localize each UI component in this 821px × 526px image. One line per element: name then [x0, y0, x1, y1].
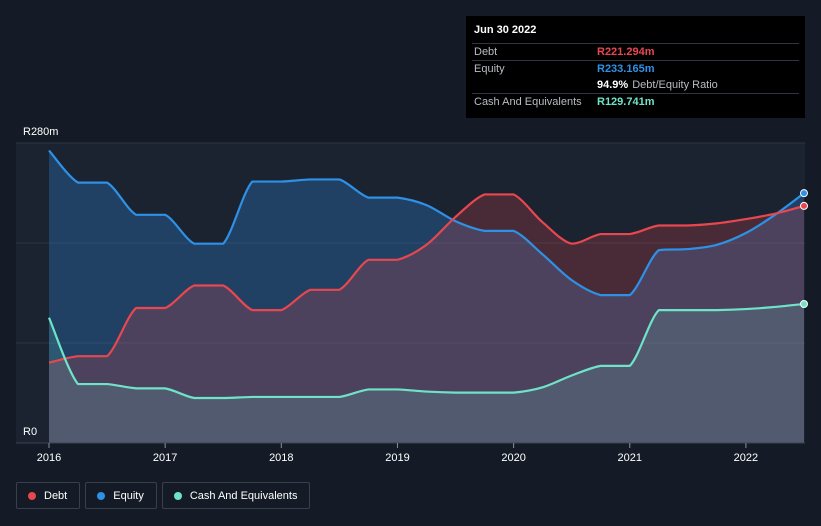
legend-dot-icon [28, 491, 36, 500]
x-tick-label: 2017 [153, 452, 177, 464]
legend-dot-icon [173, 491, 182, 500]
tooltip-date: Jun 30 2022 [474, 24, 537, 36]
x-tick-label: 2022 [734, 452, 758, 464]
line-equity [48, 149, 805, 297]
tooltip-value: R233.165m [597, 63, 655, 75]
tooltip-label: Debt [474, 46, 498, 58]
legend-item-debt[interactable]: Debt [16, 482, 81, 509]
x-tick-label: 2021 [618, 452, 642, 464]
series-areas [49, 150, 804, 443]
line-cash-and-equivalents [47, 302, 805, 400]
x-tick-label: 2018 [269, 452, 293, 464]
end-dot-equity [800, 189, 808, 198]
legend-item-equity[interactable]: Equity [85, 482, 157, 509]
tooltip-row-debt: Debt R221.294m [472, 43, 799, 60]
x-tick-label: 2016 [37, 452, 61, 464]
series-end-dots [800, 189, 808, 308]
tooltip-row-ratio: 94.9% Debt/Equity Ratio [472, 77, 799, 93]
area-equity [49, 150, 804, 443]
area-debt [49, 194, 804, 443]
tooltip-label: Cash And Equivalents [474, 96, 582, 108]
legend: Debt Equity Cash And Equivalents [16, 482, 311, 509]
plot-background [16, 143, 805, 443]
series-lines [47, 149, 805, 400]
tooltip-label: Equity [474, 63, 505, 75]
legend-label: Debt [44, 489, 68, 502]
tooltip-panel: Jun 30 2022 Debt R221.294m Equity R233.1… [466, 16, 805, 118]
y-tick-label-bottom: R0 [23, 426, 37, 438]
legend-dot-icon [97, 491, 106, 500]
x-tick-label: 2019 [385, 452, 409, 464]
end-dot-cash-and-equivalents [800, 299, 808, 308]
tooltip-value: R129.741m [597, 96, 655, 108]
x-tick-label: 2020 [501, 452, 525, 464]
tooltip-row-cash: Cash And Equivalents R129.741m [472, 93, 799, 110]
end-dot-debt [800, 201, 808, 210]
legend-label: Cash And Equivalents [189, 489, 298, 502]
line-debt [48, 193, 805, 364]
x-axis: 2016 2017 2018 2019 2020 2021 2022 [16, 442, 805, 464]
tooltip-ratio-value: 94.9% [597, 79, 629, 91]
area-cash-and-equivalents [49, 303, 804, 443]
tooltip-value: R221.294m [597, 46, 655, 58]
legend-item-cash[interactable]: Cash And Equivalents [161, 482, 311, 509]
tooltip-row-equity: Equity R233.165m [472, 60, 799, 77]
y-tick-label-top: R280m [23, 126, 58, 138]
legend-label: Equity [113, 489, 144, 502]
tooltip-ratio-label: Debt/Equity Ratio [632, 79, 718, 91]
